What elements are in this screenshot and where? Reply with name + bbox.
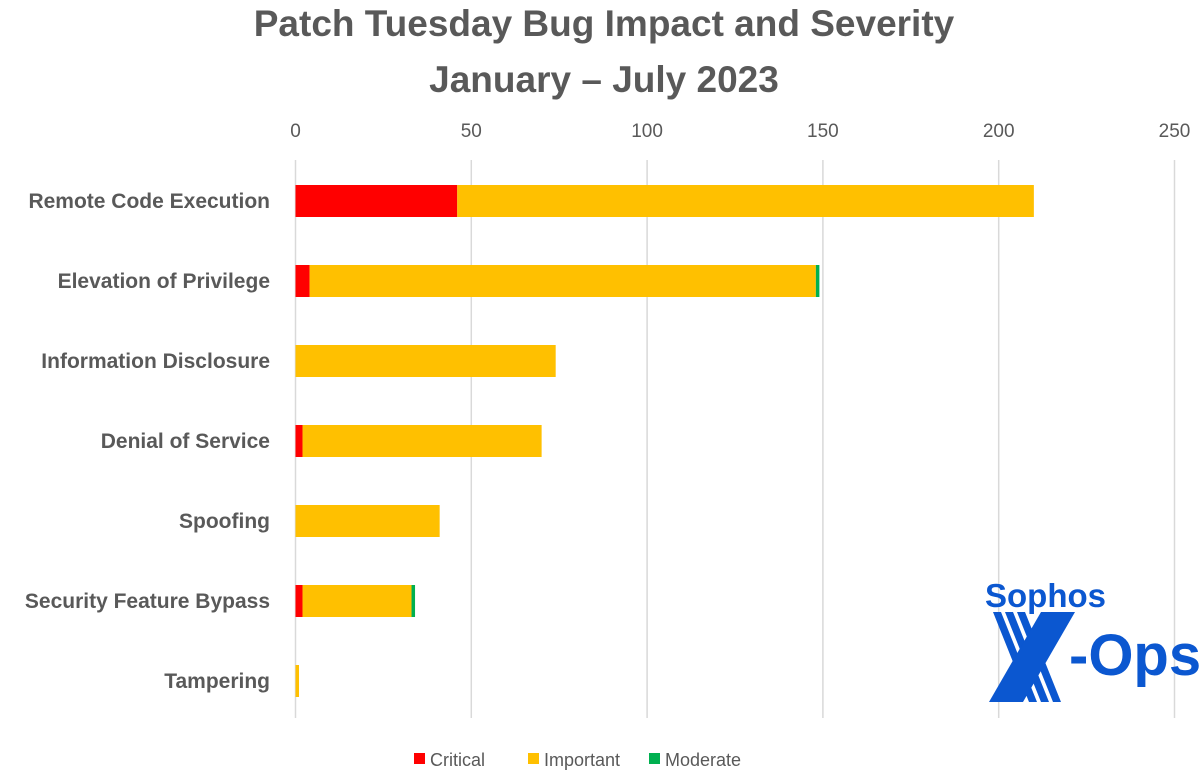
bar-moderate — [815, 265, 820, 297]
bar-critical — [295, 585, 303, 617]
category-label: Spoofing — [179, 510, 270, 533]
bar-important — [302, 425, 542, 457]
x-tick-label: 250 — [1159, 121, 1191, 142]
bar-critical — [295, 425, 303, 457]
bar-critical — [295, 185, 458, 217]
bar-important — [309, 265, 816, 297]
legend-swatch-important — [528, 753, 539, 764]
chart-subtitle: January – July 2023 — [429, 59, 779, 100]
legend-label-critical: Critical — [430, 750, 485, 770]
legend-swatch-critical — [414, 753, 425, 764]
logo-text-ops: -Ops — [1069, 623, 1200, 688]
category-label: Denial of Service — [101, 430, 270, 453]
x-axis-ticks: 0 50 100 150 200 250 — [290, 121, 1190, 142]
chart-title: Patch Tuesday Bug Impact and Severity — [254, 3, 955, 44]
sophos-x-ops-logo: Sophos -Ops — [985, 577, 1200, 702]
legend-label-important: Important — [544, 750, 620, 770]
bar-important — [302, 585, 412, 617]
logo-text-sophos: Sophos — [985, 577, 1106, 614]
legend-label-moderate: Moderate — [665, 750, 741, 770]
bar-moderate — [411, 585, 416, 617]
category-label: Elevation of Privilege — [58, 270, 270, 293]
x-tick-label: 0 — [290, 121, 301, 142]
bar-important — [295, 505, 440, 537]
x-tick-label: 50 — [461, 121, 482, 142]
bar-important — [295, 345, 556, 377]
bars — [295, 185, 1034, 697]
legend: Critical Important Moderate — [414, 750, 741, 770]
category-label: Remote Code Execution — [28, 190, 270, 213]
category-labels: Remote Code Execution Elevation of Privil… — [25, 190, 270, 693]
gridlines — [294, 160, 1176, 718]
category-label: Tampering — [164, 670, 270, 693]
legend-swatch-moderate — [649, 753, 660, 764]
category-label: Security Feature Bypass — [25, 590, 270, 613]
x-tick-label: 200 — [983, 121, 1015, 142]
x-tick-label: 100 — [631, 121, 663, 142]
logo-x-mark — [989, 612, 1075, 702]
category-label: Information Disclosure — [41, 350, 270, 373]
bar-important — [457, 185, 1034, 217]
x-tick-label: 150 — [807, 121, 839, 142]
bar-critical — [295, 265, 310, 297]
bar-important — [295, 665, 300, 697]
